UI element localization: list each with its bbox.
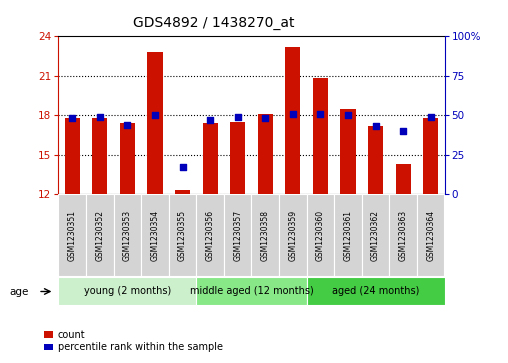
Bar — [58, 194, 86, 276]
Bar — [307, 277, 444, 305]
Bar — [120, 123, 135, 194]
Bar — [86, 194, 114, 276]
Bar — [114, 194, 141, 276]
Point — [289, 111, 297, 117]
Bar — [224, 194, 251, 276]
Bar — [258, 114, 273, 194]
Text: GSM1230357: GSM1230357 — [233, 209, 242, 261]
Bar — [334, 194, 362, 276]
Bar — [169, 194, 196, 276]
Point — [68, 115, 76, 121]
Bar — [251, 194, 279, 276]
Bar — [196, 277, 307, 305]
Bar — [340, 109, 356, 194]
Text: GSM1230353: GSM1230353 — [123, 209, 132, 261]
Bar — [175, 190, 190, 194]
Bar — [203, 123, 217, 194]
Bar — [230, 122, 245, 194]
Legend: count, percentile rank within the sample: count, percentile rank within the sample — [41, 326, 227, 356]
Bar — [92, 118, 107, 194]
Text: GSM1230354: GSM1230354 — [150, 209, 160, 261]
Text: GSM1230352: GSM1230352 — [96, 209, 104, 261]
Bar — [313, 78, 328, 194]
Point — [151, 113, 159, 118]
Point — [178, 164, 186, 170]
Bar — [279, 194, 307, 276]
Bar — [147, 52, 163, 194]
Text: GDS4892 / 1438270_at: GDS4892 / 1438270_at — [133, 16, 294, 30]
Text: GSM1230362: GSM1230362 — [371, 209, 380, 261]
Text: GSM1230363: GSM1230363 — [399, 209, 407, 261]
Point — [206, 117, 214, 123]
Text: GSM1230361: GSM1230361 — [343, 209, 353, 261]
Point — [316, 111, 325, 117]
Bar — [141, 194, 169, 276]
Point — [427, 114, 435, 120]
Text: middle aged (12 months): middle aged (12 months) — [189, 286, 313, 296]
Text: GSM1230355: GSM1230355 — [178, 209, 187, 261]
Bar — [307, 194, 334, 276]
Text: GSM1230359: GSM1230359 — [289, 209, 297, 261]
Point — [123, 122, 132, 128]
Text: GSM1230356: GSM1230356 — [206, 209, 214, 261]
Bar — [423, 118, 438, 194]
Bar — [362, 194, 389, 276]
Bar — [417, 194, 444, 276]
Text: young (2 months): young (2 months) — [84, 286, 171, 296]
Bar — [389, 194, 417, 276]
Point — [261, 115, 269, 121]
Bar — [285, 47, 300, 194]
Text: GSM1230358: GSM1230358 — [261, 209, 270, 261]
Text: GSM1230364: GSM1230364 — [426, 209, 435, 261]
Text: aged (24 months): aged (24 months) — [332, 286, 419, 296]
Bar — [196, 194, 224, 276]
Text: GSM1230351: GSM1230351 — [68, 209, 77, 261]
Bar — [58, 277, 196, 305]
Point — [399, 128, 407, 134]
Point — [371, 123, 379, 129]
Text: age: age — [9, 287, 28, 297]
Point — [96, 114, 104, 120]
Point — [344, 113, 352, 118]
Bar — [65, 118, 80, 194]
Bar — [396, 164, 410, 194]
Point — [234, 114, 242, 120]
Text: GSM1230360: GSM1230360 — [316, 209, 325, 261]
Bar — [368, 126, 383, 194]
